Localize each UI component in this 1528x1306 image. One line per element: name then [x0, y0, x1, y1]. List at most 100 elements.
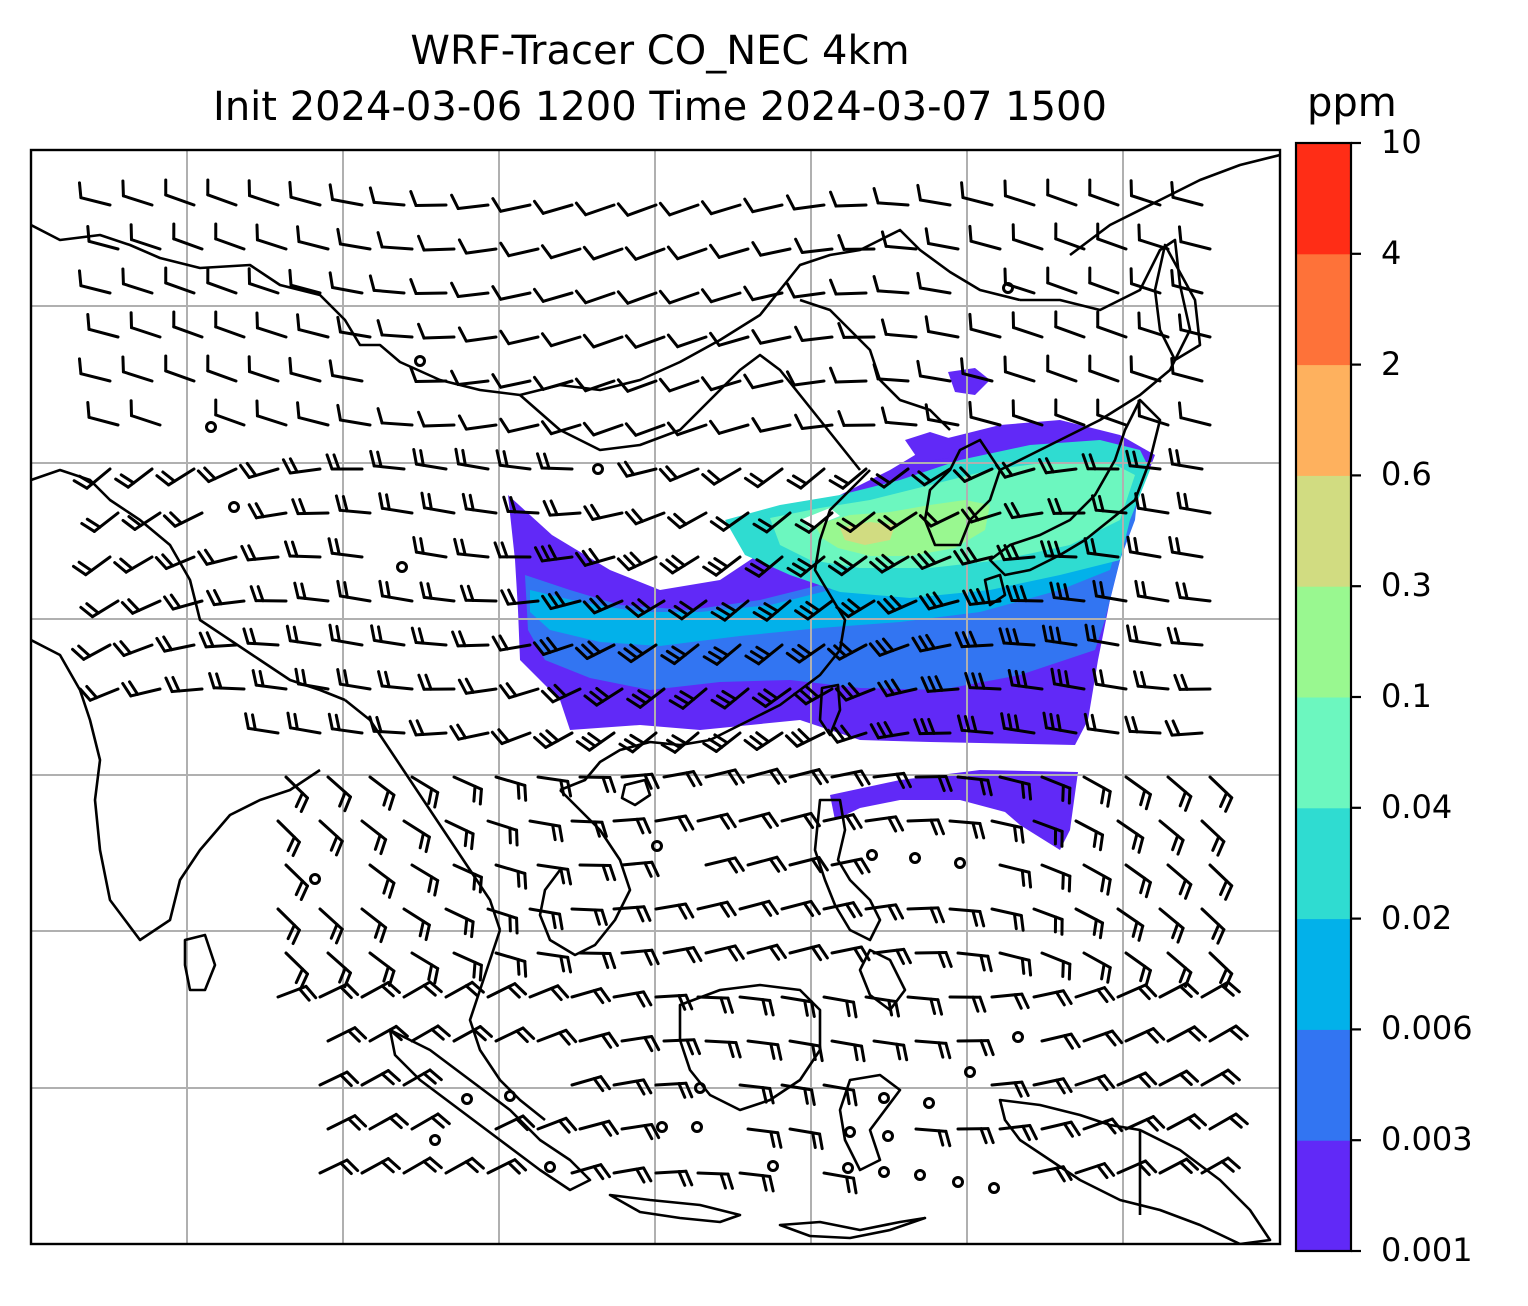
wind-barb [453, 537, 490, 559]
wind-barb [1168, 536, 1204, 559]
wind-barb [710, 687, 750, 710]
wind-barb [164, 675, 204, 694]
wind-barb [417, 322, 456, 340]
wind-barb [960, 181, 994, 207]
wind-barb [196, 466, 238, 484]
wind-barb [1003, 355, 1036, 383]
wind-barb [491, 373, 532, 389]
wind-barb [296, 225, 330, 251]
wind-barb [574, 377, 616, 393]
calm-wind-marker [954, 857, 966, 869]
wind-barb [251, 669, 288, 691]
wind-barb [968, 400, 1002, 427]
wind-barb [1032, 989, 1073, 1007]
wind-barb [368, 863, 396, 899]
calm-wind-marker [544, 1161, 556, 1173]
colorbar-band [1296, 586, 1351, 698]
wind-barb [1090, 494, 1128, 515]
wind-barb [370, 624, 406, 647]
wind-barb [574, 289, 616, 305]
wind-barb [402, 1156, 443, 1175]
wind-barb [528, 907, 564, 931]
wind-barb [247, 179, 280, 207]
coastline-segment [988, 398, 1162, 577]
wind-barb [612, 817, 652, 835]
wind-barb [328, 623, 364, 647]
colorbar-band [1296, 253, 1351, 366]
wind-barb [164, 266, 196, 295]
coastline-segment [739, 469, 871, 727]
wind-barb [700, 200, 742, 216]
wind-barb [410, 1024, 451, 1043]
wind-barb [668, 687, 708, 710]
wind-barb [738, 1171, 775, 1193]
coastline-segment [678, 983, 822, 1112]
wind-barb [1003, 179, 1036, 207]
wind-barb [1054, 398, 1086, 427]
wind-barb [829, 278, 868, 296]
wind-barb [1166, 863, 1193, 900]
wind-barb [1040, 1120, 1081, 1138]
wind-barb [708, 331, 750, 347]
wind-barb [163, 593, 204, 611]
wind-barb [336, 403, 372, 427]
calm-wind-marker [396, 561, 408, 573]
coastline-segment [559, 723, 741, 792]
wind-barb [660, 731, 700, 754]
wind-barb [499, 329, 540, 346]
wind-barb [751, 687, 792, 708]
coastline-segment [923, 438, 1002, 547]
wind-barb [864, 903, 905, 921]
wind-barb [326, 1026, 368, 1043]
wind-barb [412, 535, 448, 559]
wind-barb [536, 951, 573, 974]
wind-barb [836, 511, 876, 533]
wind-barb [998, 775, 1033, 801]
wind-barb [121, 267, 154, 295]
wind-barb [1116, 907, 1145, 942]
wind-barb [751, 329, 792, 345]
wind-barb [570, 987, 612, 1005]
wind-barb [700, 376, 742, 392]
wind-barb [612, 905, 652, 923]
calm-wind-marker [909, 852, 921, 864]
wind-barb [1116, 819, 1145, 854]
wind-barb [877, 678, 918, 698]
calm-wind-marker [866, 849, 878, 861]
wind-barb [368, 1024, 409, 1043]
wind-barb [746, 1127, 783, 1149]
wind-barb [956, 775, 993, 797]
wind-barb [960, 357, 994, 383]
wind-barb [1116, 1159, 1158, 1177]
wind-barb [461, 492, 498, 515]
wind-barb [780, 995, 816, 1018]
wind-barb [1200, 1068, 1241, 1087]
wind-barb [916, 271, 952, 295]
wind-barb [172, 310, 204, 339]
colorbar-tick-label: 0.02 [1381, 898, 1453, 937]
colorbar-tick-label: 0.1 [1381, 677, 1432, 715]
wind-barb [826, 724, 868, 744]
wind-barb [616, 290, 658, 305]
wind-barb [794, 511, 834, 534]
wind-barb [1208, 951, 1234, 989]
wind-barb [288, 180, 322, 207]
colorbar-tick-label: 0.006 [1381, 1009, 1473, 1048]
wind-barb [830, 945, 871, 963]
wind-barb [864, 815, 905, 833]
coastline-segment [31, 468, 346, 702]
wind-barb [788, 856, 829, 874]
coastline-segment [813, 798, 882, 942]
wind-barb [828, 467, 868, 490]
wind-barb [113, 555, 154, 574]
wind-barb [620, 860, 660, 878]
wind-barb [751, 417, 792, 433]
calm-wind-marker [205, 421, 217, 433]
wind-barb [328, 359, 364, 383]
wind-barb [1175, 581, 1212, 603]
wind-barb [746, 943, 787, 961]
coastline-segment [838, 1073, 902, 1172]
wind-barb [794, 325, 834, 342]
wind-barb [533, 729, 574, 749]
wind-barb [532, 199, 574, 215]
